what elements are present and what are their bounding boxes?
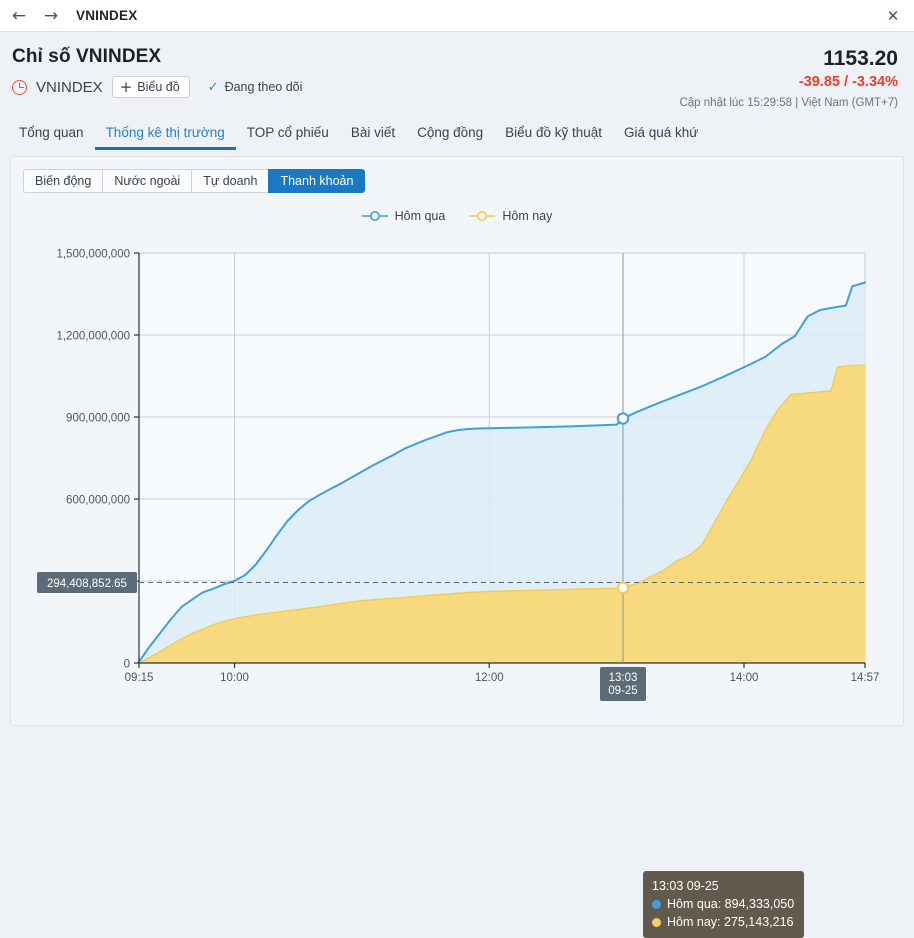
chart-subtabs: Biến động Nước ngoài Tự doanh Thanh khoản bbox=[11, 157, 903, 194]
marker-point-0 bbox=[616, 412, 630, 425]
tab-3[interactable]: Bài viết bbox=[350, 125, 396, 141]
page-body: Chỉ số VNINDEX VNINDEX + Biểu đồ ✓ Đang … bbox=[0, 32, 914, 938]
header-left: Chỉ số VNINDEX VNINDEX + Biểu đồ ✓ Đang … bbox=[12, 46, 679, 98]
window-title: VNINDEX bbox=[76, 8, 138, 23]
crosshair-x-label-date: 09-25 bbox=[608, 685, 637, 697]
x-tick-label: 14:00 bbox=[730, 672, 759, 684]
chart-tooltip: 13:03 09-25 Hôm qua: 894,333,050 Hôm nay… bbox=[643, 871, 805, 938]
close-icon[interactable]: ✕ bbox=[886, 6, 900, 25]
tab-2[interactable]: TOP cổ phiếu bbox=[246, 125, 329, 141]
index-price: 1153.20 bbox=[823, 47, 898, 70]
x-tick-label: 10:00 bbox=[220, 672, 249, 684]
x-tick-label: 12:00 bbox=[475, 672, 504, 684]
add-chart-button[interactable]: + Biểu đồ bbox=[111, 76, 190, 98]
updated-timestamp: Cập nhật lúc 15:29:58 | Việt Nam (GMT+7) bbox=[679, 97, 898, 110]
tab-0[interactable]: Tổng quan bbox=[19, 125, 84, 141]
arrow-left-icon[interactable]: ← bbox=[11, 5, 27, 26]
x-tick-label: 09:15 bbox=[125, 672, 154, 684]
tab-6[interactable]: Giá quá khứ bbox=[624, 125, 699, 141]
main-tabs: Tổng quan Thống kê thị trường TOP cổ phiếu… bbox=[0, 111, 914, 151]
y-tick-label: 0 bbox=[124, 659, 130, 671]
y-tick-label: 900,000,000 bbox=[66, 413, 130, 425]
subtab-2[interactable]: Tự doanh bbox=[191, 169, 269, 194]
plus-icon: + bbox=[119, 77, 133, 96]
legend-item-0[interactable]: Hôm qua bbox=[361, 209, 446, 224]
subtab-1[interactable]: Nước ngoài bbox=[102, 169, 192, 194]
header-right: 1153.20 -39.85 / -3.34% Cập nhật lúc 15:… bbox=[679, 46, 898, 109]
y-tick-label: 1,200,000,000 bbox=[56, 331, 130, 343]
y-tick-label: 1,500,000,000 bbox=[56, 249, 130, 261]
series-line-1 bbox=[138, 364, 866, 664]
follow-toggle[interactable]: ✓ Đang theo dõi bbox=[208, 80, 303, 95]
tooltip-dot-yesterday bbox=[652, 899, 661, 909]
y-tick-label: 600,000,000 bbox=[66, 495, 130, 507]
add-chart-label: Biểu đồ bbox=[137, 80, 180, 94]
tab-1[interactable]: Thống kê thị trường bbox=[94, 121, 236, 151]
subtab-3[interactable]: Thanh khoản bbox=[268, 169, 366, 194]
crosshair-x-label-box bbox=[600, 667, 646, 702]
follow-label: Đang theo dõi bbox=[224, 80, 303, 94]
symbol-row: VNINDEX + Biểu đồ ✓ Đang theo dõi bbox=[12, 76, 679, 98]
legend-label: Hôm qua bbox=[394, 209, 446, 224]
tooltip-label-today: Hôm nay: 275,143,216 bbox=[667, 915, 794, 930]
x-tick-label: 14:57 bbox=[851, 672, 880, 684]
window-titlebar: ← → VNINDEX ✕ bbox=[0, 0, 914, 32]
legend-marker-icon bbox=[361, 211, 388, 222]
marker-point-1 bbox=[616, 581, 630, 595]
legend-marker-icon bbox=[469, 211, 496, 222]
symbol-header: Chỉ số VNINDEX VNINDEX + Biểu đồ ✓ Đang … bbox=[0, 32, 914, 109]
tooltip-row-today: Hôm nay: 275,143,216 bbox=[652, 913, 794, 931]
nav-arrows: ← → bbox=[10, 7, 60, 25]
index-change: -39.85 / -3.34% bbox=[798, 74, 898, 91]
tooltip-dot-today bbox=[652, 917, 661, 927]
chart-area: 0 600,000,000 900,000,000 1,200,000,000 1,50… bbox=[11, 223, 903, 938]
tooltip-row-yesterday: Hôm qua: 894,333,050 bbox=[652, 895, 794, 913]
tooltip-label-yesterday: Hôm qua: 894,333,050 bbox=[667, 897, 795, 912]
liquidity-chart[interactable]: 0 600,000,000 900,000,000 1,200,000,000 1,50… bbox=[11, 223, 901, 723]
legend-item-1[interactable]: Hôm nay bbox=[469, 209, 552, 223]
clock-icon bbox=[12, 79, 27, 95]
crosshair-y-label-box bbox=[37, 572, 137, 594]
arrow-right-icon[interactable]: → bbox=[43, 5, 59, 26]
tab-5[interactable]: Biểu đồ kỹ thuật bbox=[505, 125, 602, 141]
legend-label: Hôm nay bbox=[502, 209, 553, 224]
symbol-code: VNINDEX bbox=[36, 78, 103, 96]
chart-legend: Hôm qua Hôm nay bbox=[11, 209, 903, 223]
subtab-0[interactable]: Biến động bbox=[23, 169, 103, 194]
page-title: Chỉ số VNINDEX bbox=[12, 46, 162, 67]
series-area-1 bbox=[139, 365, 865, 664]
tab-4[interactable]: Cộng đồng bbox=[417, 125, 484, 141]
crosshair-x-label-time: 13:03 bbox=[609, 672, 638, 684]
chart-card: Biến động Nước ngoài Tự doanh Thanh khoản H… bbox=[10, 156, 904, 938]
check-icon: ✓ bbox=[207, 79, 219, 95]
crosshair-y-label: 294,408,852.65 bbox=[47, 578, 127, 590]
tooltip-time: 13:03 09-25 bbox=[652, 879, 719, 894]
